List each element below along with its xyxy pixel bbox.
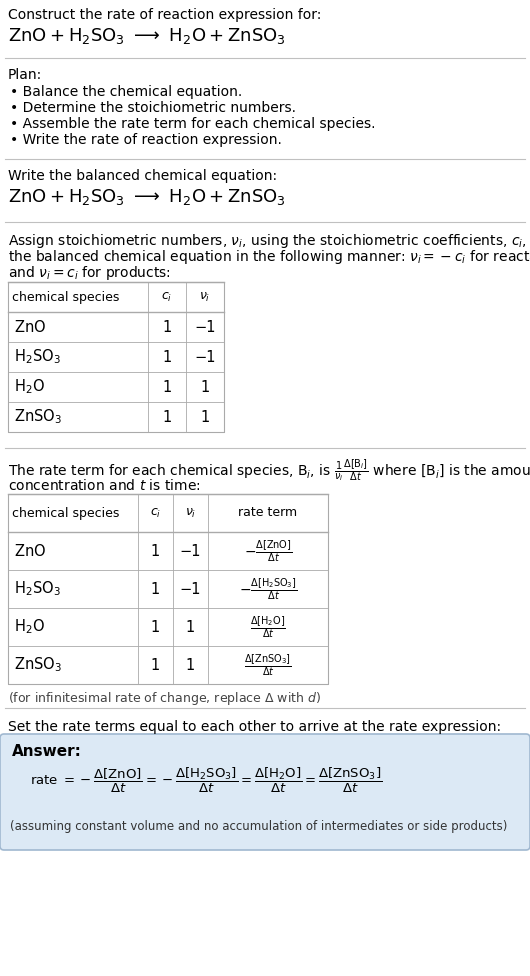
Text: chemical species: chemical species xyxy=(12,291,119,304)
Text: The rate term for each chemical species, B$_i$, is $\frac{1}{\nu_i}\frac{\Delta[: The rate term for each chemical species,… xyxy=(8,458,530,484)
Text: the balanced chemical equation in the following manner: $\nu_i = -c_i$ for react: the balanced chemical equation in the fo… xyxy=(8,248,530,266)
Text: $c_i$: $c_i$ xyxy=(161,291,173,304)
Text: $\mathrm{H_2O}$: $\mathrm{H_2O}$ xyxy=(14,378,45,396)
Bar xyxy=(8,494,328,684)
Text: Assign stoichiometric numbers, $\nu_i$, using the stoichiometric coefficients, $: Assign stoichiometric numbers, $\nu_i$, … xyxy=(8,232,530,250)
Text: $\nu_i$: $\nu_i$ xyxy=(199,291,211,304)
Text: −1: −1 xyxy=(195,319,216,335)
Text: 1: 1 xyxy=(151,544,160,558)
Text: $-\frac{\Delta[\mathrm{ZnO}]}{\Delta t}$: $-\frac{\Delta[\mathrm{ZnO}]}{\Delta t}$ xyxy=(244,538,292,564)
Text: 1: 1 xyxy=(162,349,172,364)
Text: • Assemble the rate term for each chemical species.: • Assemble the rate term for each chemic… xyxy=(10,117,375,131)
Text: $\mathrm{ZnO + H_2SO_3}$ $\longrightarrow$ $\mathrm{H_2O + ZnSO_3}$: $\mathrm{ZnO + H_2SO_3}$ $\longrightarro… xyxy=(8,26,286,46)
Text: concentration and $t$ is time:: concentration and $t$ is time: xyxy=(8,478,201,493)
Text: $\mathrm{ZnO + H_2SO_3}$ $\longrightarrow$ $\mathrm{H_2O + ZnSO_3}$: $\mathrm{ZnO + H_2SO_3}$ $\longrightarro… xyxy=(8,187,286,207)
Text: 1: 1 xyxy=(151,620,160,634)
Text: • Write the rate of reaction expression.: • Write the rate of reaction expression. xyxy=(10,133,282,147)
Text: 1: 1 xyxy=(162,319,172,335)
Text: chemical species: chemical species xyxy=(12,507,119,519)
Text: $\mathrm{ZnO}$: $\mathrm{ZnO}$ xyxy=(14,543,46,559)
Text: 1: 1 xyxy=(200,380,210,394)
Text: −1: −1 xyxy=(180,544,201,558)
Text: • Balance the chemical equation.: • Balance the chemical equation. xyxy=(10,85,242,99)
Text: 1: 1 xyxy=(151,658,160,672)
Text: $c_i$: $c_i$ xyxy=(150,507,161,519)
FancyBboxPatch shape xyxy=(0,734,530,850)
Text: $\mathrm{ZnSO_3}$: $\mathrm{ZnSO_3}$ xyxy=(14,408,62,427)
Text: $\frac{\Delta[\mathrm{H_2O}]}{\Delta t}$: $\frac{\Delta[\mathrm{H_2O}]}{\Delta t}$ xyxy=(250,614,286,640)
Text: rate $= -\dfrac{\Delta[\mathrm{ZnO}]}{\Delta t} = -\dfrac{\Delta[\mathrm{H_2SO_3: rate $= -\dfrac{\Delta[\mathrm{ZnO}]}{\D… xyxy=(30,766,382,795)
Text: (for infinitesimal rate of change, replace Δ with $d$): (for infinitesimal rate of change, repla… xyxy=(8,690,321,707)
Text: Write the balanced chemical equation:: Write the balanced chemical equation: xyxy=(8,169,277,183)
Text: (assuming constant volume and no accumulation of intermediates or side products): (assuming constant volume and no accumul… xyxy=(10,820,507,833)
Text: $\mathrm{ZnO}$: $\mathrm{ZnO}$ xyxy=(14,319,46,335)
Text: Plan:: Plan: xyxy=(8,68,42,82)
Text: 1: 1 xyxy=(162,380,172,394)
Text: 1: 1 xyxy=(162,410,172,425)
Text: $\mathrm{H_2O}$: $\mathrm{H_2O}$ xyxy=(14,618,45,636)
Text: $-\frac{\Delta[\mathrm{H_2SO_3}]}{\Delta t}$: $-\frac{\Delta[\mathrm{H_2SO_3}]}{\Delta… xyxy=(239,576,297,602)
Text: and $\nu_i = c_i$ for products:: and $\nu_i = c_i$ for products: xyxy=(8,264,171,282)
Text: −1: −1 xyxy=(195,349,216,364)
Text: 1: 1 xyxy=(186,658,195,672)
Text: −1: −1 xyxy=(180,582,201,596)
Text: Set the rate terms equal to each other to arrive at the rate expression:: Set the rate terms equal to each other t… xyxy=(8,720,501,734)
Text: • Determine the stoichiometric numbers.: • Determine the stoichiometric numbers. xyxy=(10,101,296,115)
Text: 1: 1 xyxy=(186,620,195,634)
Text: 1: 1 xyxy=(200,410,210,425)
Text: 1: 1 xyxy=(151,582,160,596)
Text: Answer:: Answer: xyxy=(12,744,82,759)
Text: $\frac{\Delta[\mathrm{ZnSO_3}]}{\Delta t}$: $\frac{\Delta[\mathrm{ZnSO_3}]}{\Delta t… xyxy=(244,652,292,678)
Text: $\mathrm{ZnSO_3}$: $\mathrm{ZnSO_3}$ xyxy=(14,656,62,674)
Text: rate term: rate term xyxy=(238,507,297,519)
Text: $\nu_i$: $\nu_i$ xyxy=(185,507,196,519)
Bar xyxy=(8,282,224,432)
Text: Construct the rate of reaction expression for:: Construct the rate of reaction expressio… xyxy=(8,8,321,22)
Text: $\mathrm{H_2SO_3}$: $\mathrm{H_2SO_3}$ xyxy=(14,347,61,366)
Text: $\mathrm{H_2SO_3}$: $\mathrm{H_2SO_3}$ xyxy=(14,580,61,598)
